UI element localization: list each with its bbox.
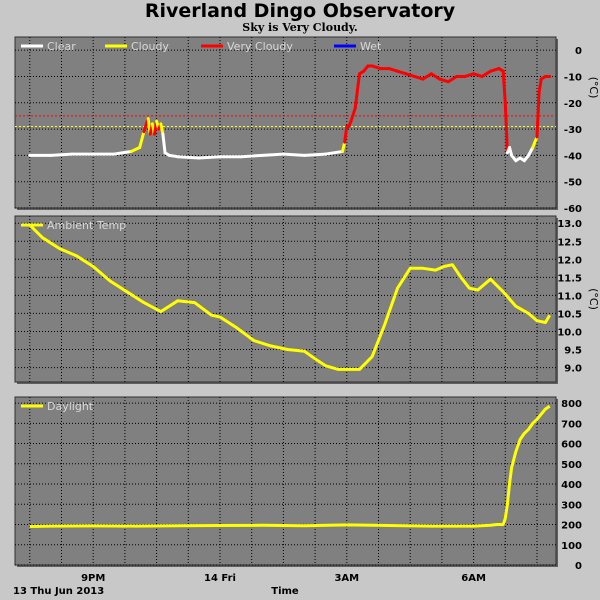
series-segment (480, 69, 492, 78)
series-segment (197, 155, 222, 160)
panel-ambient: 9.0 9.5 10.0 10.5 11.0 11.5 12.0 12.5 13.0 (°C) Am… (14, 215, 600, 384)
legend-label: Clear (47, 40, 76, 53)
y-tick-label: 12.5 (557, 237, 582, 248)
y-tick-label: 400 (561, 480, 582, 491)
y-tick-label: 11.0 (557, 291, 582, 302)
series-segment (446, 74, 459, 84)
plot-area (14, 36, 557, 209)
x-tick-label: 3AM (334, 573, 359, 584)
chart-subtitle: Sky is Very Cloudy. (242, 21, 358, 34)
series-segment (343, 124, 349, 144)
series-segment (176, 155, 201, 160)
y-tick-label: -40 (564, 151, 582, 162)
y-tick-label: 700 (561, 419, 582, 430)
series-segment (161, 132, 167, 155)
legend-item: Very Cloudy (201, 40, 293, 53)
chart-title: Riverland Dingo Observatory (144, 0, 456, 22)
series-segment (421, 72, 433, 81)
series-line (29, 404, 551, 528)
y-tick-label: -10 (564, 72, 582, 83)
x-tick-label: 6AM (461, 573, 486, 584)
y-unit-label: (°C) (587, 77, 600, 99)
y-tick-label: 9.0 (564, 364, 582, 375)
plot-area (14, 396, 557, 566)
y-tick-label: 500 (561, 460, 582, 471)
y-tick-label: 11.5 (557, 273, 582, 284)
series-segment (303, 152, 328, 157)
y-tick-label: 0 (575, 46, 582, 57)
legend-item: Daylight (21, 400, 94, 413)
y-tick-label: 300 (561, 500, 582, 511)
series-segment (281, 152, 307, 157)
y-tick-label: 800 (561, 399, 582, 410)
y-unit-label: (°C) (587, 288, 600, 310)
series-segment (138, 130, 146, 149)
series-segment (324, 149, 345, 156)
x-date-label: 13 Thu Jun 2013 (13, 586, 104, 597)
series-segment (49, 152, 74, 157)
series-segment (537, 77, 543, 94)
plot-area (14, 215, 557, 383)
series-segment (159, 122, 165, 136)
legend-label: Very Cloudy (227, 40, 293, 53)
x-tick-label: 9PM (81, 573, 105, 584)
y-tick-label: 13.0 (557, 219, 582, 230)
legend-label: Ambient Temp (47, 219, 126, 232)
series-segment (239, 153, 264, 159)
series-segment (501, 69, 507, 105)
series-segment (503, 101, 509, 155)
series-segment (429, 72, 442, 81)
series-segment (353, 72, 361, 110)
legend-item: Ambient Temp (21, 219, 126, 232)
panel-daylight: 0 100 200 300 400 500 600 700 800 Daylight (14, 396, 582, 572)
series-segment (535, 90, 541, 139)
legend-label: Daylight (47, 400, 94, 413)
y-tick-label: -30 (564, 125, 582, 136)
y-tick-label: 12.0 (557, 255, 582, 266)
y-tick-label: 100 (561, 541, 582, 552)
x-tick-label: 14 Fri (204, 573, 236, 584)
y-tick-label: 10.0 (557, 327, 582, 338)
series-segment (112, 149, 133, 156)
y-tick-label: 0 (575, 561, 582, 572)
panel-sky: 0 -10 -20 -30 -40 -50 -60 (°C) Clear Cloudy Very C… (14, 36, 600, 215)
legend-label: Cloudy (131, 40, 169, 53)
y-tick-label: 10.5 (557, 309, 582, 320)
y-tick-label: -20 (564, 99, 582, 110)
y-tick-label: 200 (561, 521, 582, 532)
series-segment (260, 152, 285, 157)
series-line (28, 223, 551, 371)
series-segment (129, 145, 142, 153)
y-tick-label: 600 (561, 440, 582, 451)
legend-item: Cloudy (105, 40, 169, 53)
legend-item: Clear (21, 40, 76, 53)
series-segment (341, 140, 347, 153)
y-tick-label: -50 (564, 178, 582, 189)
x-axis-title: Time (271, 586, 299, 597)
legend-label: Wet (360, 40, 382, 53)
legend-item: Wet (334, 40, 382, 53)
y-tick-label: 9.5 (564, 346, 582, 357)
series-segment (349, 106, 357, 123)
y-tick-label: -60 (564, 204, 582, 215)
